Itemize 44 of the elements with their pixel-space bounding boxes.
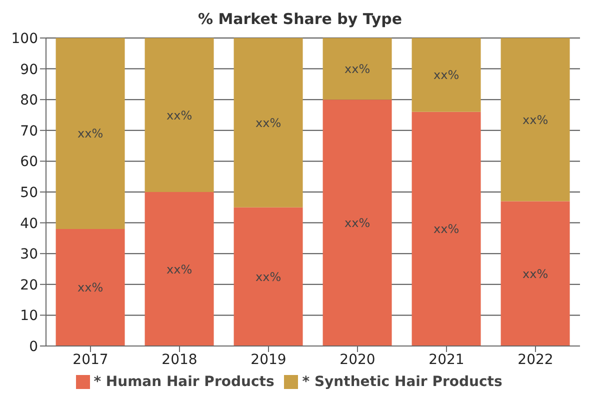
bar — [234, 38, 303, 208]
y-tick-label: 20 — [20, 277, 38, 294]
bar — [56, 228, 125, 346]
y-tick-label: 70 — [20, 123, 38, 140]
bar — [322, 100, 392, 346]
data-label: xx% — [77, 126, 104, 141]
y-tick-label: 10 — [20, 308, 38, 324]
bar — [412, 112, 481, 346]
bar — [500, 201, 570, 346]
bar — [322, 38, 392, 100]
y-tick-label: 60 — [20, 154, 38, 170]
data-label: xx% — [433, 222, 460, 236]
data-label: xx% — [522, 266, 548, 281]
x-tick-label: 2021 — [428, 352, 464, 368]
y-tick-label: 90 — [20, 62, 38, 78]
data-label: xx% — [344, 216, 370, 230]
bar — [412, 38, 481, 112]
y-tick-label: 80 — [20, 92, 38, 109]
data-label: xx% — [166, 262, 192, 276]
y-tick-label: 50 — [20, 184, 38, 201]
legend-label: * Human Hair Products — [94, 374, 274, 390]
data-label: xx% — [433, 68, 460, 82]
bar — [234, 207, 303, 346]
y-tick-label: 30 — [20, 246, 38, 263]
x-tick-label: 2020 — [340, 352, 376, 368]
bar — [144, 192, 214, 346]
bar — [500, 38, 570, 202]
chart-title: % Market Share by Type — [196, 9, 404, 30]
y-tick-label: 0 — [29, 338, 38, 355]
x-tick-label: 2017 — [72, 352, 108, 368]
data-label: xx% — [255, 270, 282, 284]
bar — [144, 38, 214, 192]
y-tick-label: 100 — [11, 30, 38, 47]
data-label: xx% — [522, 112, 548, 127]
x-tick-label: 2018 — [162, 352, 198, 368]
data-label: xx% — [166, 108, 192, 122]
legend-label: * Synthetic Hair Products — [302, 374, 502, 390]
y-tick-label: 40 — [20, 216, 38, 232]
data-label: xx% — [77, 280, 104, 295]
x-tick-label: 2022 — [518, 352, 554, 368]
data-label: xx% — [255, 116, 282, 130]
bar — [56, 38, 125, 229]
data-label: xx% — [344, 62, 370, 76]
x-tick-label: 2019 — [250, 352, 286, 368]
